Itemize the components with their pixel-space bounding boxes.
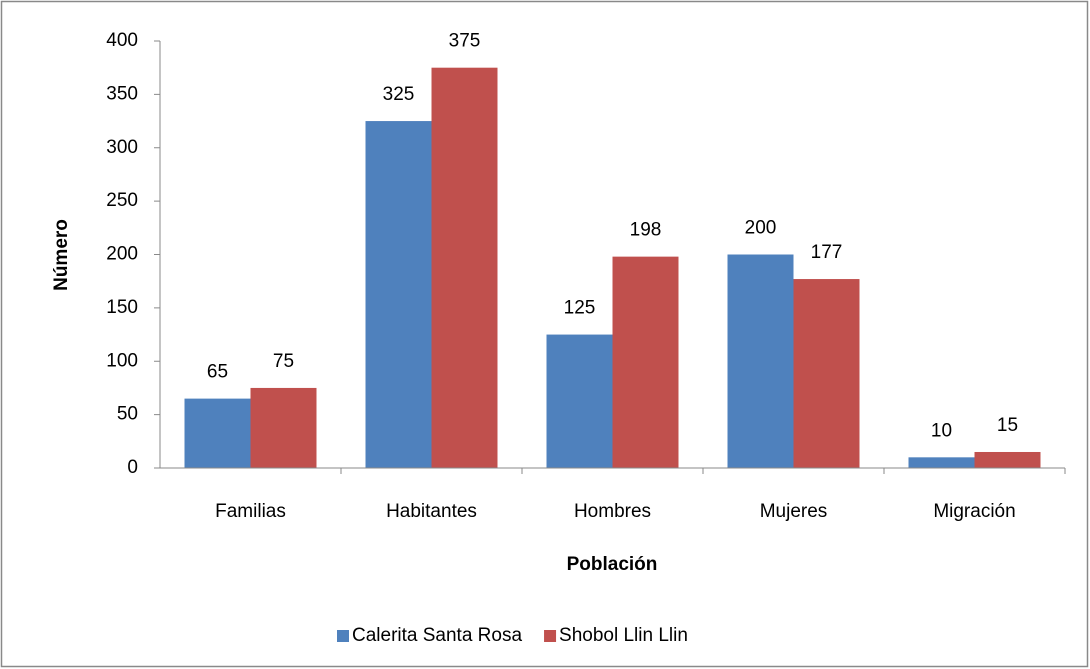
x-tick-label: Migración — [933, 501, 1015, 522]
y-tick-label: 150 — [106, 297, 138, 318]
y-tick-label: 50 — [117, 404, 138, 425]
y-tick-label: 250 — [106, 190, 138, 211]
data-label: 325 — [383, 84, 415, 105]
legend-label: Calerita Santa Rosa — [352, 625, 522, 646]
x-tick-label: Mujeres — [760, 501, 828, 522]
bar — [546, 334, 613, 468]
bar — [184, 398, 251, 468]
bar — [365, 121, 432, 468]
bar — [727, 254, 794, 468]
data-label: 375 — [449, 31, 481, 52]
x-tick-label: Hombres — [574, 501, 651, 522]
y-tick-label: 200 — [106, 244, 138, 265]
data-label: 15 — [997, 415, 1018, 436]
y-tick-label: 100 — [106, 350, 138, 371]
bar — [250, 387, 317, 468]
data-label: 198 — [630, 220, 662, 241]
x-axis-label: Población — [567, 554, 658, 575]
data-label: 200 — [745, 218, 777, 239]
y-axis-label: Número — [51, 219, 72, 291]
legend-swatch — [544, 630, 557, 642]
y-tick-label: 350 — [106, 83, 138, 104]
bar — [793, 279, 860, 468]
data-label: 75 — [273, 351, 294, 372]
data-label: 177 — [811, 242, 843, 263]
bar — [974, 451, 1041, 468]
x-tick-label: Familias — [215, 501, 286, 522]
y-tick-label: 0 — [127, 457, 138, 478]
data-label: 10 — [931, 420, 952, 441]
legend-swatch — [337, 630, 349, 642]
legend-label: Shobol Llin Llin — [559, 625, 688, 646]
bar — [612, 256, 679, 468]
y-tick-label: 400 — [106, 30, 138, 51]
x-tick-label: Habitantes — [386, 501, 477, 522]
bar — [908, 457, 975, 468]
y-tick-label: 300 — [106, 137, 138, 158]
data-label: 125 — [564, 298, 596, 319]
bar — [431, 67, 498, 468]
data-label: 65 — [207, 362, 228, 383]
